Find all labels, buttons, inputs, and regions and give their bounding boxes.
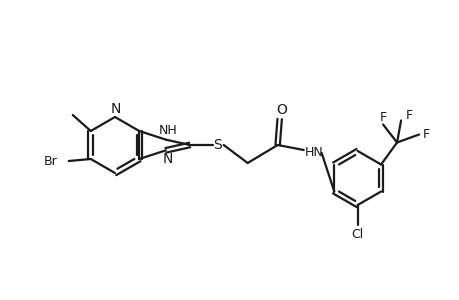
Text: S: S [213, 138, 222, 152]
Text: F: F [421, 128, 429, 141]
Text: F: F [405, 109, 412, 122]
Text: NH: NH [158, 124, 177, 137]
Text: HN: HN [304, 146, 322, 158]
Text: F: F [379, 111, 386, 124]
Text: O: O [276, 103, 286, 117]
Text: N: N [111, 102, 121, 116]
Text: N: N [162, 152, 173, 166]
Text: Br: Br [44, 154, 58, 167]
Text: Cl: Cl [351, 227, 363, 241]
